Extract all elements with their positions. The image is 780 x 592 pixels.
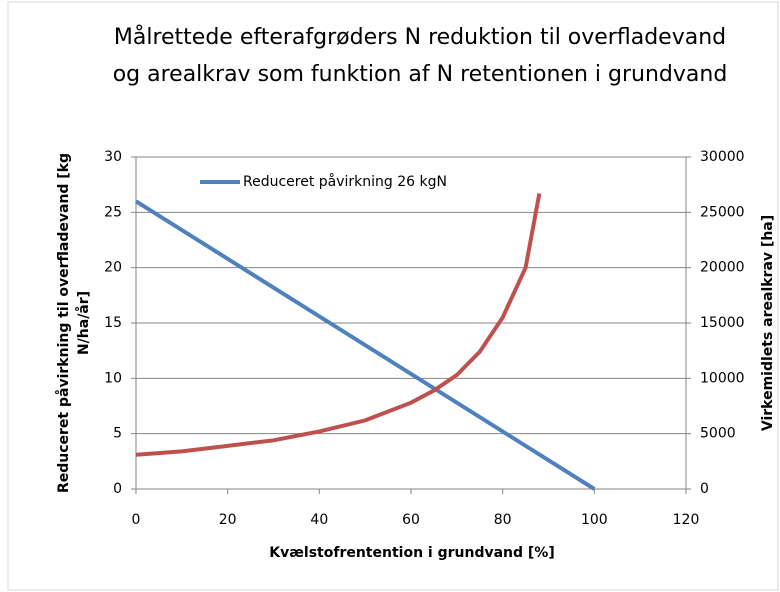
y2-tick-label: 5000 <box>700 426 736 442</box>
y-axis-label: N/ha/år] <box>75 291 92 355</box>
y-tick-label: 30 <box>104 149 122 165</box>
y2-tick-label: 15000 <box>700 315 745 331</box>
x-tick-label: 0 <box>132 512 141 528</box>
x-tick-label: 60 <box>402 512 420 528</box>
x-axis-label: Kvælstofrentention i grundvand [%] <box>269 545 554 561</box>
chart-title: Målrettede efterafgrøders N reduktion ti… <box>114 24 726 50</box>
x-tick-label: 100 <box>581 512 608 528</box>
y2-tick-label: 25000 <box>700 204 745 220</box>
x-tick-label: 40 <box>310 512 328 528</box>
y2-tick-label: 0 <box>700 481 709 497</box>
series-line <box>134 199 596 491</box>
y2-tick-label: 30000 <box>700 149 745 165</box>
y-tick-label: 20 <box>104 260 122 276</box>
chart-border <box>7 1 779 591</box>
y2-tick-label: 20000 <box>700 260 745 276</box>
y-tick-label: 25 <box>104 204 122 220</box>
x-tick-label: 20 <box>219 512 237 528</box>
y-tick-label: 10 <box>104 370 122 386</box>
y2-axis-label: Virkemidlets arealkrav [ha] <box>760 215 776 431</box>
y-tick-label: 15 <box>104 315 122 331</box>
x-tick-label: 80 <box>494 512 512 528</box>
y-tick-label: 0 <box>113 481 122 497</box>
x-tick-label: 120 <box>673 512 700 528</box>
y2-tick-label: 10000 <box>700 370 745 386</box>
y-tick-label: 5 <box>113 426 122 442</box>
series-line <box>135 193 542 457</box>
chart-title: og arealkrav som funktion af N retention… <box>113 62 728 87</box>
legend-label: Reduceret påvirkning 26 kgN <box>243 173 447 190</box>
y-axis-label: Reduceret påvirkning til overfladevand [… <box>55 153 72 493</box>
